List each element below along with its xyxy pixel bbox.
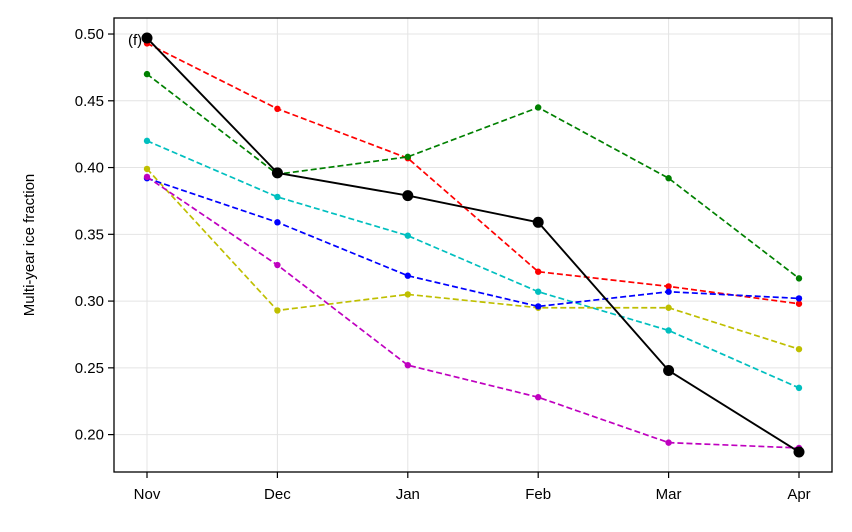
x-tick-label: Mar	[656, 486, 682, 503]
data-point-red	[274, 105, 281, 113]
x-axis: Nov Dec Jan Feb Mar Apr	[134, 472, 811, 503]
data-point-yellow	[143, 165, 151, 173]
series-magenta	[143, 173, 803, 452]
data-point-yellow	[795, 345, 803, 353]
data-point-yellow	[274, 307, 281, 314]
data-point-magenta	[535, 394, 542, 401]
data-point-magenta	[143, 173, 151, 181]
data-point-blue	[274, 219, 281, 226]
data-point-black	[402, 190, 414, 202]
y-tick-label: 0.30	[75, 293, 104, 310]
data-point-green	[143, 70, 151, 78]
y-axis-title: Multi-year ice fraction	[21, 174, 38, 317]
x-tick-label: Feb	[525, 486, 551, 503]
series-group	[141, 32, 805, 458]
series-line-magenta	[146, 176, 800, 449]
x-tick-label: Dec	[264, 486, 291, 503]
series-black	[141, 32, 805, 458]
y-axis: 0.20 0.25 0.30 0.35 0.40 0.45 0.50	[75, 26, 114, 444]
data-point-black	[793, 446, 805, 458]
data-point-cyan	[535, 288, 542, 295]
y-tick-label: 0.40	[75, 160, 104, 177]
x-tick-label: Jan	[396, 486, 420, 503]
data-point-red	[795, 300, 803, 307]
y-tick-label: 0.50	[75, 26, 104, 43]
data-point-black	[532, 216, 544, 228]
data-point-yellow	[665, 304, 672, 311]
y-tick-label: 0.25	[75, 360, 104, 377]
data-point-yellow	[404, 291, 411, 298]
series-line-yellow	[146, 168, 800, 350]
series-green	[143, 70, 803, 282]
data-point-black	[663, 365, 675, 377]
series-line-red	[146, 42, 800, 305]
data-point-red	[665, 283, 672, 290]
series-line-green	[146, 73, 800, 280]
data-point-blue	[795, 295, 803, 302]
data-point-magenta	[665, 439, 672, 446]
plot-frame	[113, 17, 833, 473]
series-line-blue	[146, 177, 800, 308]
data-point-green	[535, 104, 542, 111]
data-point-cyan	[404, 232, 411, 239]
data-point-magenta	[274, 261, 281, 269]
x-tick-label: Nov	[134, 486, 161, 503]
data-point-cyan	[274, 193, 281, 201]
data-point-blue	[404, 272, 411, 279]
data-point-black	[141, 32, 153, 44]
data-point-red	[535, 268, 542, 275]
series-red	[143, 40, 803, 307]
data-point-black	[271, 167, 283, 179]
data-point-cyan	[143, 137, 151, 145]
y-tick-label: 0.45	[75, 93, 104, 110]
panel-label: (f)	[128, 32, 142, 49]
data-point-magenta	[404, 361, 411, 369]
series-blue	[143, 175, 803, 310]
grid-lines	[114, 18, 832, 472]
y-tick-label: 0.35	[75, 226, 104, 243]
data-point-cyan	[665, 327, 672, 334]
data-point-blue	[665, 288, 672, 295]
x-tick-label: Apr	[787, 486, 810, 503]
series-yellow	[143, 165, 803, 353]
data-point-green	[404, 153, 411, 161]
data-point-green	[795, 275, 803, 282]
series-cyan	[143, 137, 803, 392]
series-line-black	[146, 37, 800, 453]
data-point-cyan	[795, 384, 803, 392]
y-tick-label: 0.20	[75, 427, 104, 444]
data-point-blue	[535, 303, 542, 310]
series-line-cyan	[146, 140, 800, 389]
data-point-green	[665, 175, 672, 182]
